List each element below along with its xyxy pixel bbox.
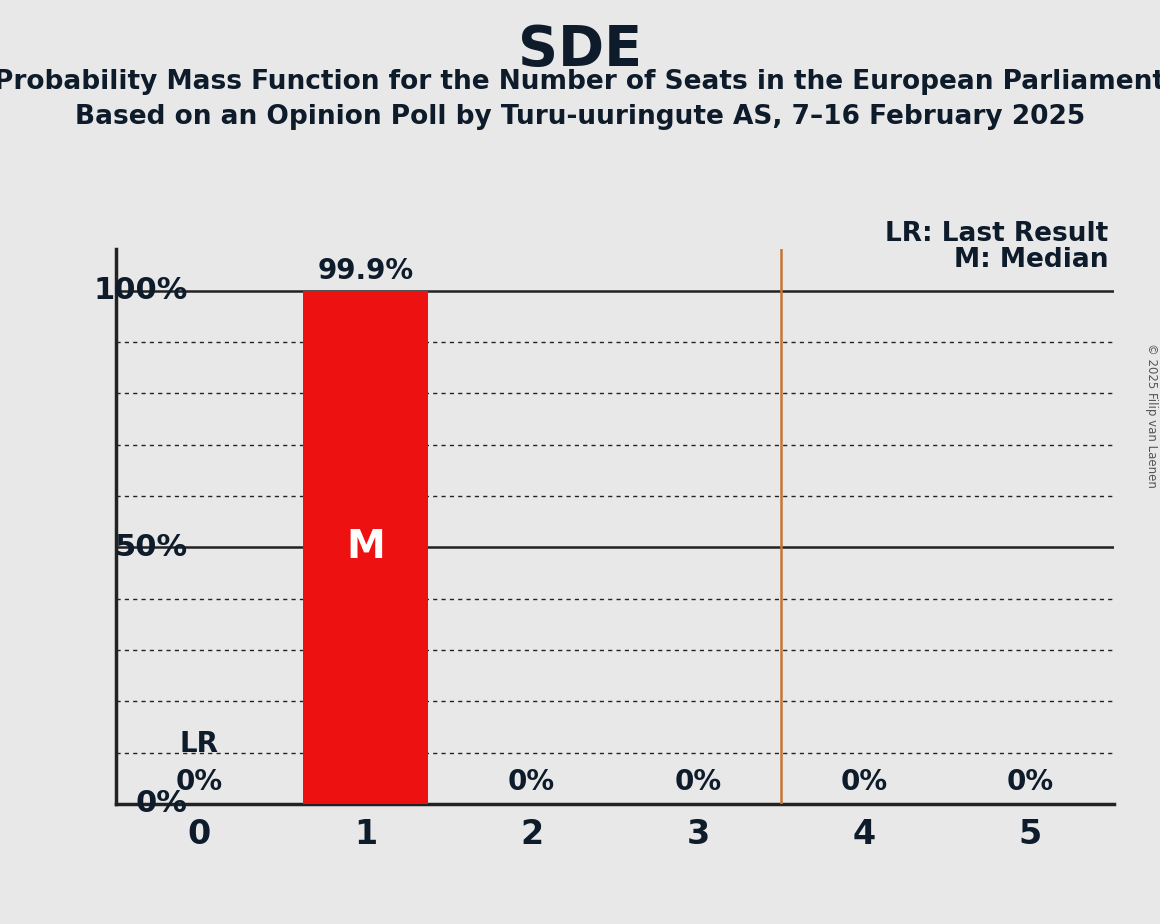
Text: LR: LR bbox=[180, 730, 218, 758]
Text: M: Median: M: Median bbox=[955, 247, 1109, 273]
Text: © 2025 Filip van Laenen: © 2025 Filip van Laenen bbox=[1145, 344, 1159, 488]
Text: 0%: 0% bbox=[674, 768, 722, 796]
Text: 0%: 0% bbox=[841, 768, 887, 796]
Text: 0%: 0% bbox=[508, 768, 556, 796]
Text: 99.9%: 99.9% bbox=[318, 257, 413, 285]
Text: 0%: 0% bbox=[136, 789, 188, 819]
Text: 50%: 50% bbox=[115, 533, 188, 562]
Bar bbox=[303, 291, 428, 804]
Text: Probability Mass Function for the Number of Seats in the European Parliament: Probability Mass Function for the Number… bbox=[0, 69, 1160, 95]
Text: 0%: 0% bbox=[175, 768, 223, 796]
Text: 0%: 0% bbox=[1007, 768, 1054, 796]
Text: Based on an Opinion Poll by Turu-uuringute AS, 7–16 February 2025: Based on an Opinion Poll by Turu-uuringu… bbox=[75, 104, 1085, 130]
Text: M: M bbox=[346, 529, 385, 566]
Text: LR: Last Result: LR: Last Result bbox=[885, 221, 1109, 247]
Text: SDE: SDE bbox=[517, 23, 643, 77]
Text: 100%: 100% bbox=[93, 276, 188, 305]
